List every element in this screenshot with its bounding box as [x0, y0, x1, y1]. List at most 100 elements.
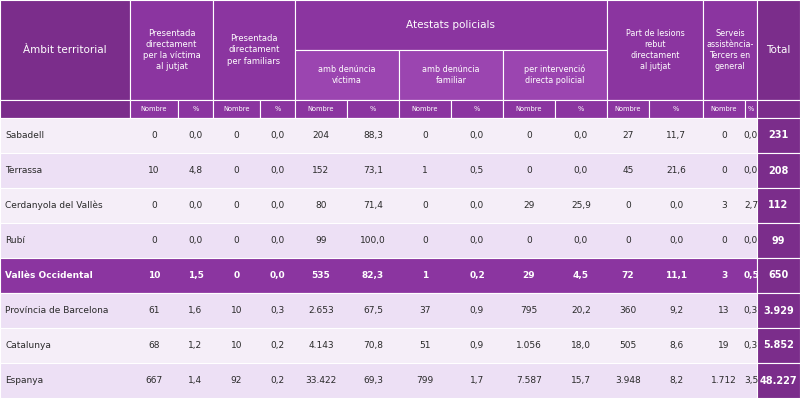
Bar — [260, 100, 295, 118]
Bar — [213, 100, 260, 118]
Text: 71,4: 71,4 — [363, 201, 383, 210]
Text: %: % — [673, 106, 679, 112]
Text: 0,2: 0,2 — [270, 341, 285, 350]
Text: 0,0: 0,0 — [270, 131, 285, 140]
Text: 3: 3 — [721, 271, 727, 280]
Text: 8,6: 8,6 — [669, 341, 683, 350]
Bar — [347, 100, 399, 118]
Text: 69,3: 69,3 — [363, 376, 383, 385]
Text: 112: 112 — [768, 200, 789, 210]
Bar — [0, 293, 757, 328]
Text: 27: 27 — [622, 131, 634, 140]
Text: 0,9: 0,9 — [470, 341, 484, 350]
Bar — [0, 118, 757, 153]
Text: 72: 72 — [622, 271, 634, 280]
Text: 0,0: 0,0 — [470, 131, 484, 140]
Bar — [399, 100, 451, 118]
Text: 100,0: 100,0 — [360, 236, 386, 245]
Text: Espanya: Espanya — [5, 376, 43, 385]
Text: 25,9: 25,9 — [571, 201, 591, 210]
Text: 0: 0 — [234, 131, 239, 140]
Text: 0,0: 0,0 — [270, 271, 286, 280]
Bar — [757, 363, 800, 398]
Bar — [757, 118, 800, 153]
Text: amb denúncia
familiar: amb denúncia familiar — [422, 65, 480, 85]
Text: 0,0: 0,0 — [188, 201, 202, 210]
Bar — [703, 0, 757, 100]
Text: 152: 152 — [313, 166, 330, 175]
Text: 231: 231 — [768, 130, 789, 140]
Text: 10: 10 — [230, 341, 242, 350]
Text: 0,9: 0,9 — [470, 306, 484, 315]
Bar — [178, 100, 213, 118]
Text: 33.422: 33.422 — [306, 376, 337, 385]
Text: Nombre: Nombre — [412, 106, 438, 112]
Bar — [757, 258, 800, 293]
Text: 0: 0 — [234, 271, 239, 280]
Text: 1: 1 — [422, 271, 428, 280]
Text: 48.227: 48.227 — [760, 376, 798, 386]
Bar — [757, 223, 800, 258]
Text: %: % — [474, 106, 480, 112]
Bar — [0, 223, 757, 258]
Text: 99: 99 — [772, 236, 786, 246]
Text: 0,5: 0,5 — [743, 271, 759, 280]
Text: 1,7: 1,7 — [470, 376, 484, 385]
Text: 0: 0 — [234, 236, 239, 245]
Text: 1,2: 1,2 — [189, 341, 202, 350]
Bar — [757, 188, 800, 223]
Text: 8,2: 8,2 — [669, 376, 683, 385]
Text: 67,5: 67,5 — [363, 306, 383, 315]
Bar — [399, 50, 503, 100]
Text: Presentada
directament
per la víctima
al jutjat: Presentada directament per la víctima al… — [142, 29, 200, 71]
Text: 0: 0 — [721, 236, 727, 245]
Bar — [649, 100, 703, 118]
Text: 99: 99 — [315, 236, 326, 245]
Text: 0,5: 0,5 — [470, 166, 484, 175]
Text: 92: 92 — [231, 376, 242, 385]
Text: 0: 0 — [526, 166, 532, 175]
Text: 0,0: 0,0 — [270, 201, 285, 210]
Text: 0: 0 — [422, 201, 428, 210]
Text: Rubí: Rubí — [5, 236, 25, 245]
Text: 1.712: 1.712 — [711, 376, 737, 385]
Bar — [0, 100, 130, 118]
Bar — [503, 50, 607, 100]
Text: 3.929: 3.929 — [763, 306, 794, 316]
Text: 505: 505 — [619, 341, 637, 350]
Text: Nombre: Nombre — [516, 106, 542, 112]
Text: 4.143: 4.143 — [308, 341, 334, 350]
Text: 3: 3 — [721, 201, 727, 210]
Text: Terrassa: Terrassa — [5, 166, 42, 175]
Text: Vallès Occidental: Vallès Occidental — [5, 271, 93, 280]
Text: Atestats policials: Atestats policials — [406, 20, 495, 30]
Text: 799: 799 — [416, 376, 434, 385]
Text: 0,0: 0,0 — [744, 131, 758, 140]
Text: Presentada
directament
per familiars: Presentada directament per familiars — [227, 34, 281, 66]
Text: 0: 0 — [234, 166, 239, 175]
Bar — [757, 100, 800, 118]
Text: 0,0: 0,0 — [574, 236, 588, 245]
Text: 9,2: 9,2 — [669, 306, 683, 315]
Bar — [130, 0, 213, 100]
Text: 88,3: 88,3 — [363, 131, 383, 140]
Bar — [703, 100, 745, 118]
Text: 4,8: 4,8 — [189, 166, 202, 175]
Bar — [0, 363, 757, 398]
Text: 0: 0 — [625, 236, 631, 245]
Bar — [213, 0, 295, 100]
Text: 0: 0 — [625, 201, 631, 210]
Text: 29: 29 — [522, 271, 535, 280]
Text: 80: 80 — [315, 201, 326, 210]
Text: 10: 10 — [230, 306, 242, 315]
Text: 0: 0 — [422, 236, 428, 245]
Text: 5.852: 5.852 — [763, 340, 794, 350]
Text: 0,0: 0,0 — [669, 236, 683, 245]
Text: 10: 10 — [148, 271, 160, 280]
Text: %: % — [192, 106, 198, 112]
Text: 3.948: 3.948 — [615, 376, 641, 385]
Bar — [0, 0, 130, 100]
Text: 0,0: 0,0 — [270, 166, 285, 175]
Text: %: % — [274, 106, 281, 112]
Text: 667: 667 — [146, 376, 162, 385]
